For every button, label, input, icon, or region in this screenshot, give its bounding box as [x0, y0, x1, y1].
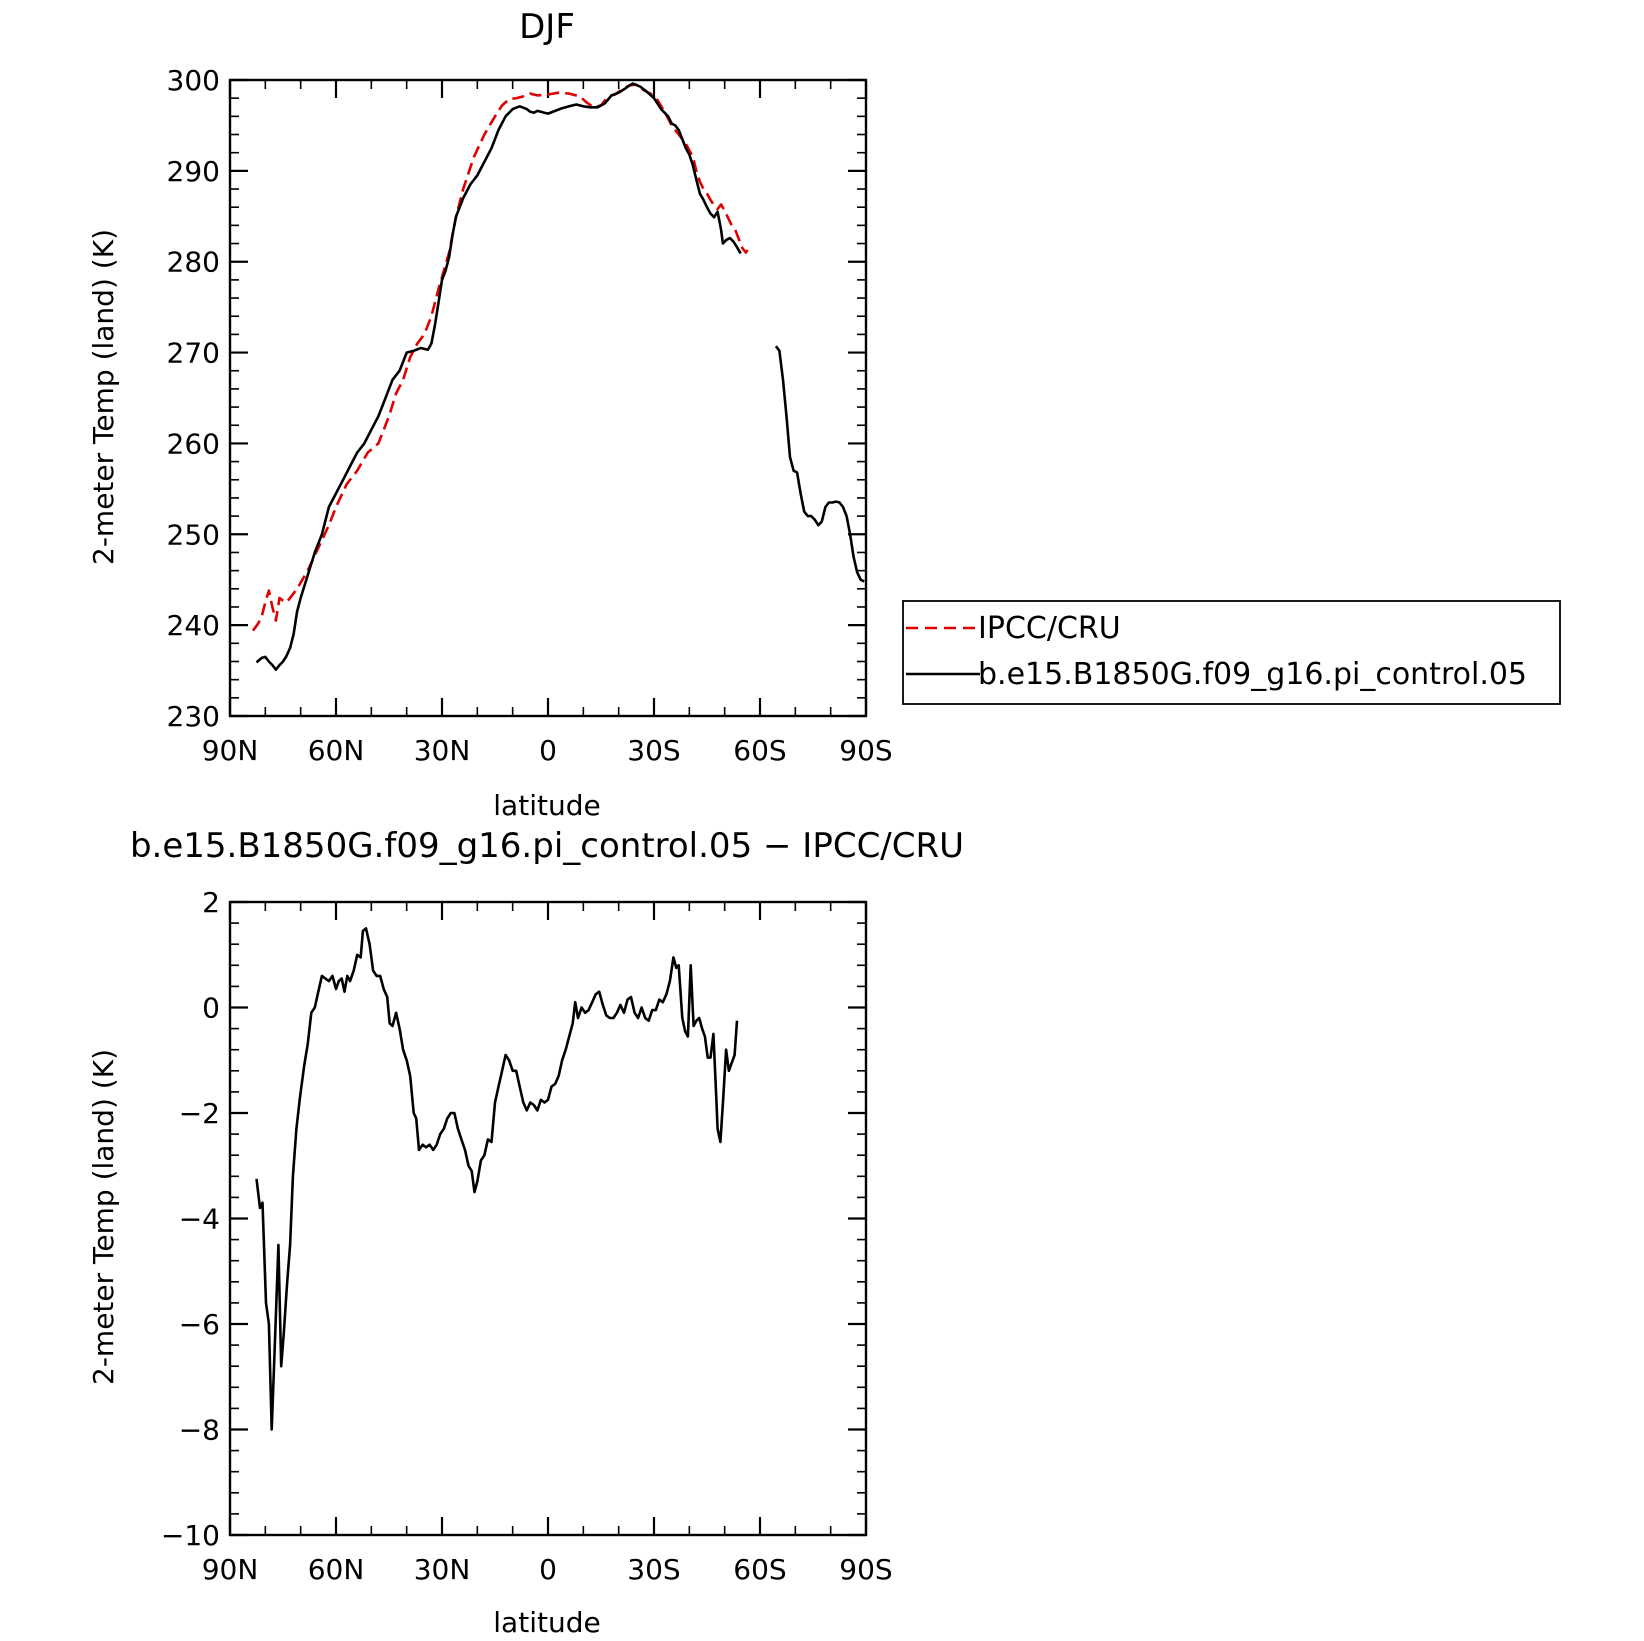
- top-x-tick-label: 90S: [839, 734, 892, 767]
- bottom-plot-area: 90N 60N 30N 0 30S 60S 90S −10 −8 −6 −4 −2 0 2: [161, 886, 893, 1586]
- bottom-y-tick-label: −10: [161, 1519, 220, 1552]
- bottom-chart-panel: b.e15.B1850G.f09_g16.pi_control.05 − IPC…: [87, 826, 964, 1639]
- bottom-y-tick-label: −4: [179, 1203, 220, 1236]
- top-plot-area: 90N 60N 30N 0 30S 60S 90S 230 240 250 260 270 280 290…: [167, 64, 893, 767]
- top-series-line-b-e15-b1850g-f09-g16-pi-control-05: [774, 345, 865, 583]
- bottom-x-tick-label: 0: [539, 1553, 557, 1586]
- bottom-y-axis-label: 2-meter Temp (land) (K): [87, 1049, 120, 1385]
- bottom-x-tick-label: 30N: [414, 1553, 471, 1586]
- top-chart-title: DJF: [519, 7, 575, 47]
- bottom-x-tick-label: 60N: [308, 1553, 365, 1586]
- bottom-x-tick-label: 60S: [733, 1553, 786, 1586]
- bottom-x-tick-label: 30S: [627, 1553, 680, 1586]
- top-x-tick-label: 60S: [733, 734, 786, 767]
- top-series-line-ipcc-cru: [251, 83, 749, 632]
- top-x-tick-label: 90N: [202, 734, 259, 767]
- bottom-chart-title: b.e15.B1850G.f09_g16.pi_control.05 − IPC…: [130, 826, 964, 866]
- legend-label-ipcc-cru: IPCC/CRU: [978, 611, 1121, 646]
- top-x-tick-label: 30S: [627, 734, 680, 767]
- bottom-plot-frame: [228, 900, 868, 1537]
- legend-box: [902, 600, 1561, 705]
- top-series-line-b-e15-b1850g-f09-g16-pi-control-05: [255, 82, 742, 672]
- top-chart-panel: DJF 90N 60N 30N 0 30S 60S 90S 230 240 250 260 270 28…: [87, 7, 893, 822]
- top-y-tick-label: 230: [167, 700, 220, 733]
- top-y-tick-label: 290: [167, 155, 220, 188]
- bottom-x-tick-label: 90S: [839, 1553, 892, 1586]
- top-y-tick-label: 240: [167, 609, 220, 642]
- bottom-y-tick-label: −2: [179, 1097, 220, 1130]
- top-x-tick-label: 30N: [414, 734, 471, 767]
- top-y-tick-label: 260: [167, 427, 220, 460]
- top-y-tick-label: 280: [167, 246, 220, 279]
- top-y-tick-label: 300: [167, 64, 220, 97]
- bottom-y-tick-label: 0: [202, 992, 220, 1025]
- legend-label-model: b.e15.B1850G.f09_g16.pi_control.05: [978, 657, 1527, 692]
- top-y-tick-label: 250: [167, 518, 220, 551]
- bottom-x-axis-label: latitude: [493, 1606, 600, 1639]
- bottom-series-line-difference: [255, 927, 739, 1431]
- top-x-tick-label: 60N: [308, 734, 365, 767]
- top-x-tick-label: 0: [539, 734, 557, 767]
- top-y-axis-label: 2-meter Temp (land) (K): [87, 229, 120, 565]
- bottom-y-tick-label: −6: [179, 1308, 220, 1341]
- top-x-axis-label: latitude: [493, 789, 600, 822]
- top-plot-frame: [228, 78, 868, 718]
- bottom-x-tick-label: 90N: [202, 1553, 259, 1586]
- legend: IPCC/CRU b.e15.B1850G.f09_g16.pi_control…: [902, 600, 1561, 705]
- bottom-y-tick-label: 2: [202, 886, 220, 919]
- bottom-y-tick-label: −8: [179, 1414, 220, 1447]
- top-y-tick-label: 270: [167, 337, 220, 370]
